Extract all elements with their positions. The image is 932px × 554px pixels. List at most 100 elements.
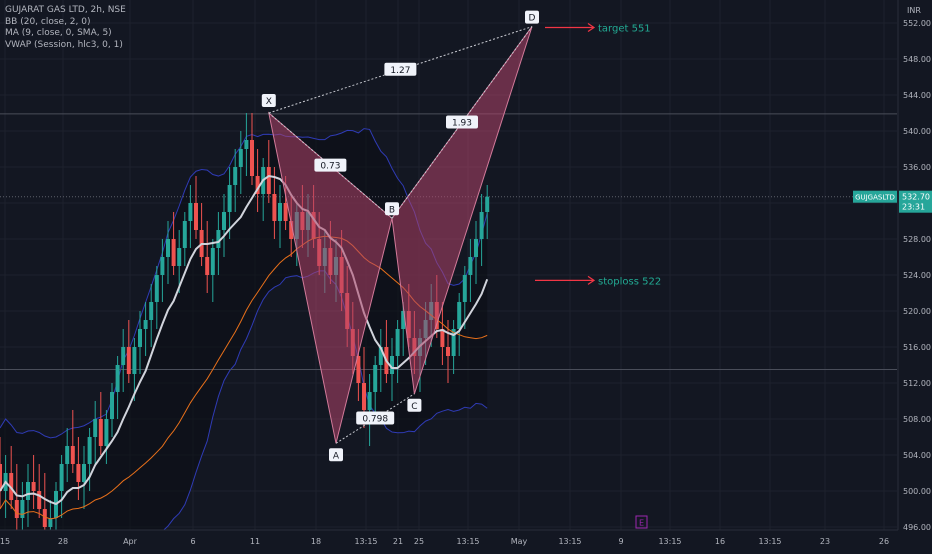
time-tick-label: 25 (414, 537, 424, 546)
time-axis-background (0, 530, 898, 550)
price-tick-label: 552.00 (903, 19, 931, 28)
candle-body-up (182, 221, 187, 248)
candle-body-down (446, 347, 450, 356)
candle-body-up (143, 320, 148, 329)
candle-body-up (451, 329, 456, 356)
time-tick-label: 16 (715, 537, 725, 546)
candle-body-down (266, 167, 271, 194)
candle-body-up (87, 437, 92, 464)
price-tick-label: 528.00 (903, 235, 931, 244)
candle-body-up (20, 500, 25, 518)
price-tag-value: 532.70 (902, 193, 930, 202)
candle-body-up (233, 167, 238, 185)
symbol-title[interactable]: GUJARAT GAS LTD, 2h, NSE (5, 5, 126, 15)
candle-body-down (283, 203, 288, 221)
ratio-line-bd (391, 26, 533, 219)
candle-body-down (98, 419, 103, 446)
candle-body-up (188, 203, 193, 221)
candle-body-up (278, 203, 282, 221)
pattern-point-B: B (389, 205, 395, 215)
candle-body-down (205, 257, 210, 275)
time-tick-label: 28 (58, 537, 68, 546)
candle-body-up (244, 140, 249, 149)
candle-body-up (132, 347, 137, 374)
candle-body-down (0, 464, 2, 491)
symbol-tag-box (853, 190, 897, 203)
candle-body-up (104, 419, 109, 446)
pattern-point-D-box (525, 10, 539, 24)
candle-body-up (373, 365, 378, 392)
earnings-marker-box (635, 515, 648, 529)
legend-ma[interactable]: MA (9, close, 0, SMA, 5) (5, 28, 112, 38)
time-tick-label: 13:15 (558, 537, 581, 546)
pattern-point-D: D (529, 14, 536, 24)
price-tick-label: 536.00 (903, 163, 931, 172)
legend-bb[interactable]: BB (20, close, 2, 0) (5, 16, 91, 27)
candle-body-down (42, 509, 47, 527)
price-axis[interactable]: INR 496.00 500.00 504.00 508.00 512.00 516.00 5… (853, 0, 932, 550)
candle-body-down (171, 239, 176, 266)
candle-body-up (210, 248, 215, 275)
price-tick-label: 548.00 (903, 55, 931, 64)
pattern-point-X: X (266, 97, 272, 107)
price-tick-label: 500.00 (903, 487, 931, 496)
time-tick-label: 9 (618, 537, 623, 546)
legend-vwap[interactable]: VWAP (Session, hlc3, 0, 1) (5, 39, 123, 50)
price-tick-label: 496.00 (903, 523, 931, 532)
candle-body-down (31, 482, 36, 491)
candle-body-down (37, 491, 42, 509)
time-tick-label: 26 (879, 537, 889, 546)
pattern-point-A-box (329, 448, 343, 462)
price-tick-label: 508.00 (903, 415, 931, 424)
candle-body-up (474, 239, 478, 257)
price-tick-label: 524.00 (903, 271, 931, 280)
candle-body-up (468, 257, 473, 275)
price-tag-countdown: 23:31 (902, 203, 925, 212)
candle-body-down (255, 176, 260, 194)
ratio-label-ac: 0.798 (362, 415, 388, 425)
candle-body-up (65, 446, 70, 464)
candle-body-up (115, 365, 120, 392)
price-tick-label: 520.00 (903, 307, 931, 316)
time-axis[interactable]: 15 28 Apr 6 11 18 13:15 21 25 13:15 May 13:15 9 13:15… (0, 529, 898, 550)
time-tick-label: 6 (190, 537, 195, 546)
candle-body-up (177, 248, 182, 266)
candle-body-up (395, 329, 400, 356)
bollinger-upper-line (0, 128, 488, 439)
candle-body-up (479, 212, 484, 239)
candle-body-down (272, 194, 277, 221)
price-tick-label: 512.00 (903, 379, 931, 388)
price-tick-label: 516.00 (903, 343, 931, 352)
candle-body-up (26, 482, 30, 500)
time-tick-label: 23 (820, 537, 830, 546)
candle-body-up (401, 311, 406, 329)
annotations: target 551 stoploss 522 E (535, 23, 661, 529)
time-tick-label: 15 (0, 537, 10, 546)
pattern-point-C: C (411, 402, 417, 412)
candle-body-down (70, 446, 75, 464)
ratio-label-bd: 1.93 (452, 118, 472, 128)
time-tick-label: 13:15 (456, 537, 479, 546)
harmonic-pattern: X A B C D 0.73 0.798 1.93 1.27 (261, 10, 539, 462)
time-tick-label: 13:15 (658, 537, 681, 546)
time-tick-label: 18 (311, 537, 321, 546)
indicator-legend: GUJARAT GAS LTD, 2h, NSE BB (20, close, … (5, 5, 126, 51)
earnings-marker: E (639, 519, 644, 528)
time-tick-label: May (511, 537, 528, 546)
symbol-tag: GUJGASLTD (855, 194, 895, 202)
time-tick-label: 13:15 (758, 537, 781, 546)
candle-body-up (121, 347, 126, 365)
candle-body-up (485, 196, 490, 212)
candle-body-up (160, 257, 165, 275)
candle-body-up (227, 185, 232, 212)
annotation-text: target 551 (598, 24, 651, 35)
price-axis-background (898, 0, 932, 550)
candle-body-up (378, 347, 383, 365)
candle-body-down (250, 140, 254, 176)
pattern-point-C-box (407, 398, 422, 412)
candle-body-up (222, 212, 226, 230)
time-tick-label: Apr (123, 537, 138, 546)
candle-body-down (356, 356, 361, 383)
